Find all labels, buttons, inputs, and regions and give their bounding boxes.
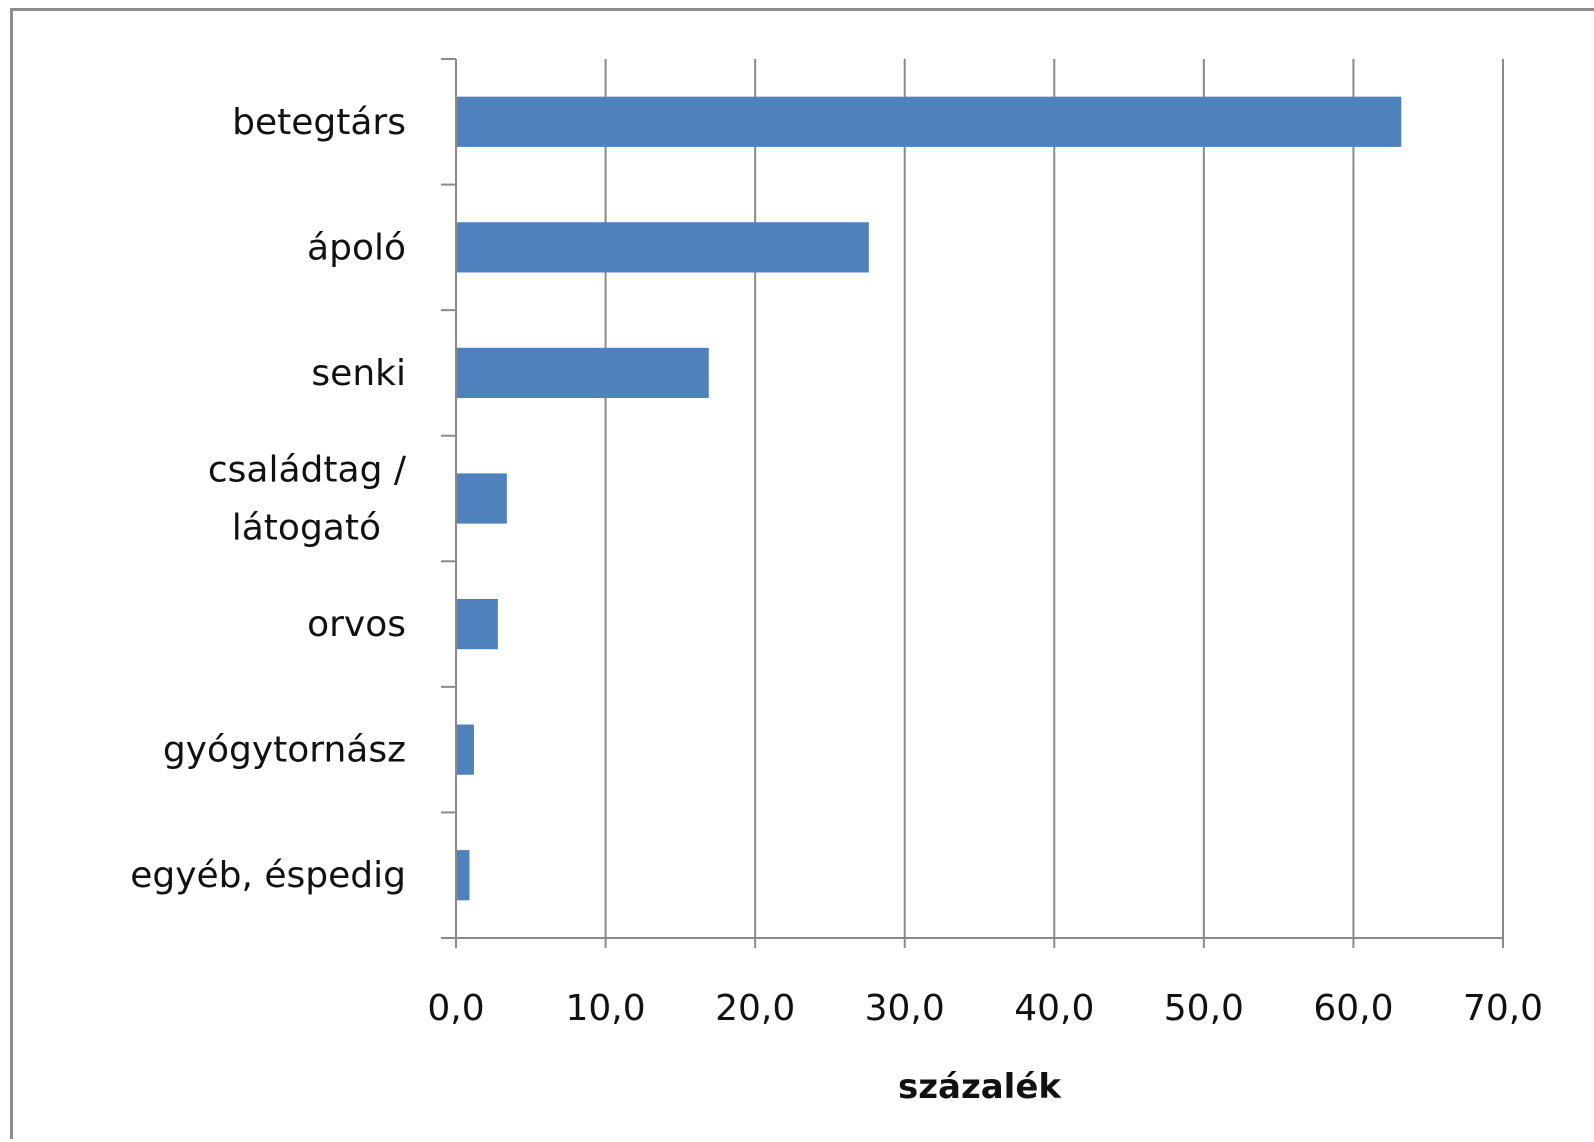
x-tick-label: 70,0 (1463, 988, 1543, 1029)
category-labels: betegtárs ápoló senki családtag / látogató or… (130, 102, 407, 896)
bars (456, 96, 1402, 901)
bar (456, 598, 498, 650)
bar (456, 473, 507, 524)
bar-chart: betegtárs ápoló senki családtag / látogató or… (130, 58, 1543, 1107)
category-label: orvos (307, 604, 406, 645)
x-tick-label: 0,0 (427, 988, 484, 1029)
bar (456, 724, 474, 775)
category-label: gyógytornász (163, 730, 406, 771)
category-label: senki (311, 353, 406, 394)
bar (456, 96, 1402, 147)
bar (456, 347, 709, 399)
category-label: ápoló (307, 227, 406, 268)
x-tick-label: 20,0 (715, 988, 795, 1029)
gridlines (604, 59, 1504, 938)
category-label: betegtárs (232, 102, 406, 143)
category-label: egyéb, éspedig (130, 855, 406, 896)
axes (441, 58, 1504, 948)
chart-frame: betegtárs ápoló senki családtag / látogató or… (10, 8, 1594, 1139)
bar (456, 222, 869, 273)
x-tick-label: 30,0 (865, 988, 945, 1029)
tick-labels: 0,0 10,0 20,0 30,0 40,0 50,0 60,0 70,0 (427, 988, 1543, 1029)
x-tick-label: 10,0 (565, 988, 645, 1029)
x-tick-label: 60,0 (1313, 988, 1393, 1029)
bar (456, 850, 470, 901)
x-tick-label: 40,0 (1014, 988, 1094, 1029)
category-label: családtag / látogató (208, 450, 407, 549)
x-axis-title: százalék (898, 1067, 1062, 1107)
x-tick-label: 50,0 (1164, 988, 1244, 1029)
